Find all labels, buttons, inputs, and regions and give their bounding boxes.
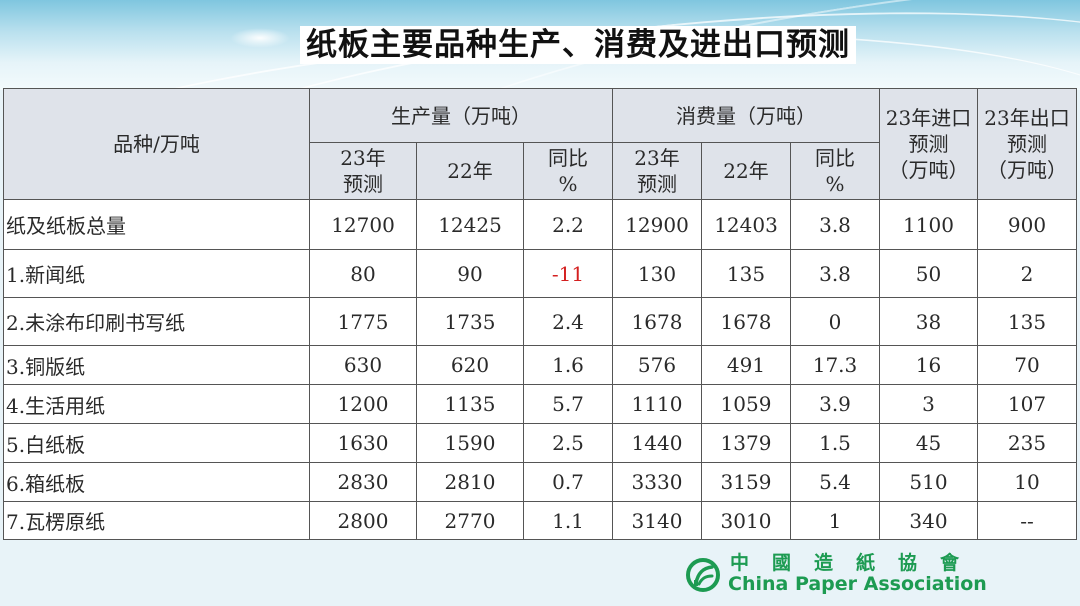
header-cons-yoy: 同比 % [790,142,880,200]
cell-cons-22: 491 [701,345,791,385]
cell-cons-23: 130 [612,249,702,298]
table-row: 4.生活用纸 1200 1135 5.7 1110 1059 3.9 3 107 [3,384,1077,424]
cell-prod-23: 1775 [309,297,417,346]
header-import-forecast: 23年进口 预测 （万吨） [879,88,978,200]
row-name: 纸及纸板总量 [3,199,310,250]
header-cons-22: 22年 [701,142,791,200]
cell-cons-23: 3140 [612,501,702,540]
cell-prod-23: 80 [309,249,417,298]
cell-prod-22: 1590 [416,423,524,463]
forecast-table: 品种/万吨 生产量（万吨） 消费量（万吨） 23年进口 预测 （万吨） 23年出… [3,88,1077,540]
header-prod-22: 22年 [416,142,524,200]
header-category: 品种/万吨 [3,88,310,200]
cell-cons-22: 12403 [701,199,791,250]
cell-prod-yoy: 2.4 [523,297,613,346]
cell-cons-yoy: 0 [790,297,880,346]
table-row: 纸及纸板总量 12700 12425 2.2 12900 12403 3.8 1… [3,199,1077,250]
cell-cons-yoy: 3.9 [790,384,880,424]
cell-prod-yoy: 1.6 [523,345,613,385]
header-export-forecast: 23年出口 预测 （万吨） [977,88,1077,200]
china-paper-association-emblem-icon [686,558,720,592]
cell-prod-yoy: 1.1 [523,501,613,540]
cell-cons-23: 576 [612,345,702,385]
cell-cons-22: 135 [701,249,791,298]
cell-import-23: 50 [879,249,978,298]
cell-prod-23: 1630 [309,423,417,463]
cell-export-23: 2 [977,249,1077,298]
cell-prod-22: 90 [416,249,524,298]
cell-prod-22: 1135 [416,384,524,424]
china-paper-association-logo: 中國造紙協會 China Paper Association [686,552,1026,596]
header-production-group: 生产量（万吨） [309,88,613,143]
cell-prod-23: 630 [309,345,417,385]
cell-cons-yoy: 5.4 [790,462,880,502]
cell-import-23: 340 [879,501,978,540]
logo-english-text: China Paper Association [728,573,987,595]
cell-cons-yoy: 1.5 [790,423,880,463]
cell-cons-22: 1059 [701,384,791,424]
cell-cons-yoy: 17.3 [790,345,880,385]
cell-cons-yoy: 3.8 [790,249,880,298]
cell-cons-yoy: 1 [790,501,880,540]
cell-import-23: 38 [879,297,978,346]
header-prod-yoy: 同比 % [523,142,613,200]
cell-export-23: 70 [977,345,1077,385]
cell-import-23: 510 [879,462,978,502]
table-row: 7.瓦楞原纸 2800 2770 1.1 3140 3010 1 340 -- [3,501,1077,540]
cell-import-23: 3 [879,384,978,424]
cell-cons-23: 1678 [612,297,702,346]
header-consumption-group: 消费量（万吨） [612,88,880,143]
cell-prod-23: 1200 [309,384,417,424]
cell-prod-yoy: 2.2 [523,199,613,250]
cell-export-23: 135 [977,297,1077,346]
cell-cons-22: 1678 [701,297,791,346]
cell-export-23: 900 [977,199,1077,250]
cell-cons-23: 1440 [612,423,702,463]
header-cons-23-forecast: 23年 预测 [612,142,702,200]
table-row: 3.铜版纸 630 620 1.6 576 491 17.3 16 70 [3,345,1077,385]
row-name: 3.铜版纸 [3,345,310,385]
cell-prod-yoy: 5.7 [523,384,613,424]
cell-export-23: -- [977,501,1077,540]
cell-cons-22: 3010 [701,501,791,540]
table-row: 2.未涂布印刷书写纸 1775 1735 2.4 1678 1678 0 38 … [3,297,1077,346]
table-row: 1.新闻纸 80 90 -11 130 135 3.8 50 2 [3,249,1077,298]
cell-prod-23: 2800 [309,501,417,540]
cell-prod-22: 620 [416,345,524,385]
row-name: 4.生活用纸 [3,384,310,424]
cell-cons-22: 3159 [701,462,791,502]
cell-cons-23: 1110 [612,384,702,424]
table-row: 5.白纸板 1630 1590 2.5 1440 1379 1.5 45 235 [3,423,1077,463]
cell-prod-22: 2770 [416,501,524,540]
cell-cons-yoy: 3.8 [790,199,880,250]
cell-prod-23: 12700 [309,199,417,250]
cell-cons-23: 12900 [612,199,702,250]
row-name: 1.新闻纸 [3,249,310,298]
cell-prod-22: 1735 [416,297,524,346]
cell-cons-23: 3330 [612,462,702,502]
row-name: 7.瓦楞原纸 [3,501,310,540]
row-name: 6.箱纸板 [3,462,310,502]
cell-export-23: 107 [977,384,1077,424]
cell-export-23: 10 [977,462,1077,502]
header-prod-23-forecast: 23年 预测 [309,142,417,200]
cell-prod-yoy: 2.5 [523,423,613,463]
cell-export-23: 235 [977,423,1077,463]
forecast-table-container: 品种/万吨 生产量（万吨） 消费量（万吨） 23年进口 预测 （万吨） 23年出… [3,88,1077,540]
cell-prod-23: 2830 [309,462,417,502]
cell-prod-22: 2810 [416,462,524,502]
cell-import-23: 45 [879,423,978,463]
cell-import-23: 1100 [879,199,978,250]
cell-cons-22: 1379 [701,423,791,463]
slide-title: 纸板主要品种生产、消费及进出口预测 [300,26,856,64]
cell-import-23: 16 [879,345,978,385]
logo-chinese-text: 中國造紙協會 [730,552,983,574]
cell-prod-22: 12425 [416,199,524,250]
cell-prod-yoy: 0.7 [523,462,613,502]
row-name: 2.未涂布印刷书写纸 [3,297,310,346]
table-row: 6.箱纸板 2830 2810 0.7 3330 3159 5.4 510 10 [3,462,1077,502]
row-name: 5.白纸板 [3,423,310,463]
cell-prod-yoy: -11 [523,249,613,298]
light-flare [230,28,290,48]
